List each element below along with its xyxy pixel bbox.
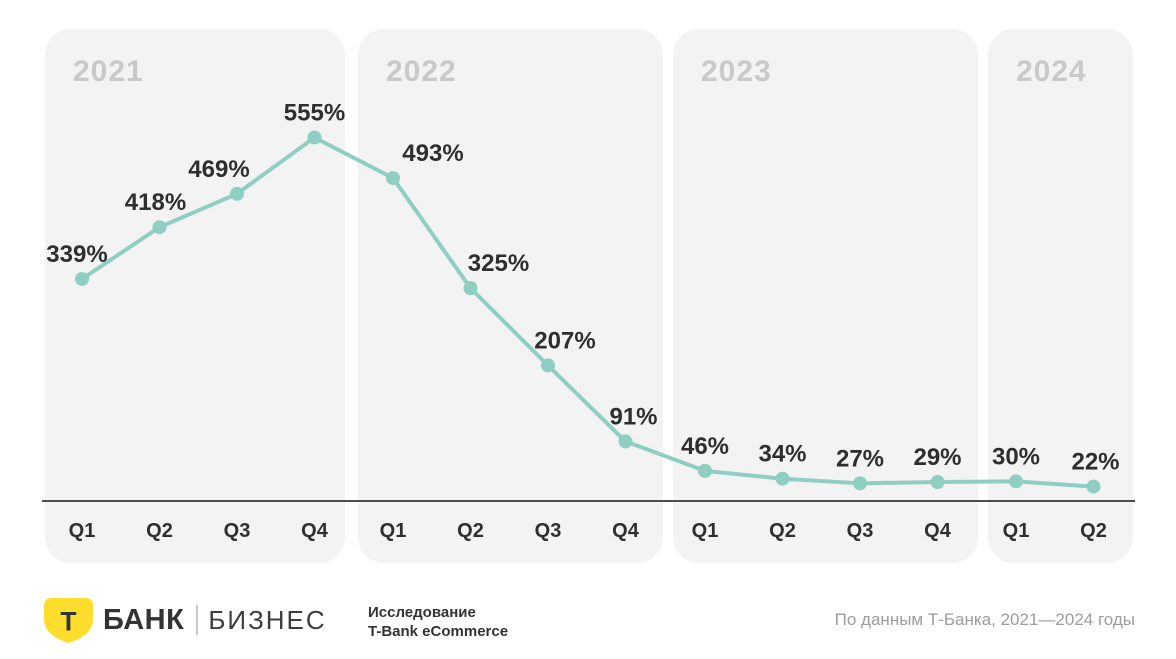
footer: Т БАНК БИЗНЕС Исследование T-Bank eComme…	[0, 575, 1176, 659]
year-label-2023: 2023	[701, 55, 772, 88]
data-line	[80, 135, 1096, 489]
quarter-label: Q2	[146, 520, 173, 542]
tbank-shield-icon: Т	[44, 597, 93, 643]
data-point	[230, 186, 244, 201]
value-label: 22%	[1071, 449, 1119, 476]
quarter-label: Q2	[457, 520, 484, 542]
logo-t-letter: Т	[60, 606, 76, 636]
data-point	[75, 271, 89, 286]
data-point	[1009, 474, 1023, 489]
year-label-2021: 2021	[73, 55, 144, 88]
tbank-business-logo: Т БАНК БИЗНЕС	[44, 597, 327, 643]
quarter-label: Q3	[847, 520, 874, 542]
data-point	[541, 358, 555, 373]
value-label: 555%	[284, 99, 345, 126]
data-point	[463, 281, 478, 296]
year-panel-2021	[45, 29, 345, 563]
value-label: 46%	[681, 433, 729, 460]
value-label: 207%	[534, 327, 595, 354]
research-caption-line2: T-Bank eCommerce	[368, 623, 509, 640]
value-label: 339%	[46, 241, 107, 268]
shield-shape	[44, 597, 93, 643]
value-label: 34%	[758, 441, 806, 468]
value-label: 91%	[609, 403, 657, 430]
value-label: 418%	[125, 189, 186, 216]
data-point	[618, 434, 633, 449]
value-label: 27%	[836, 445, 884, 472]
quarterly-growth-chart: 2021 2022 2023 2024 339% Q1 418% Q2 469% Q3 555% Q4…	[42, 29, 1135, 563]
quarter-label: Q2	[769, 520, 796, 542]
year-panel-2023	[673, 29, 978, 563]
quarter-label: Q1	[380, 520, 407, 542]
data-point	[386, 171, 400, 186]
year-label-2022: 2022	[386, 55, 457, 88]
quarter-label: Q4	[612, 520, 640, 542]
quarter-label: Q4	[924, 520, 952, 542]
data-point	[1086, 479, 1101, 494]
value-label: 30%	[992, 443, 1040, 470]
year-label-2024: 2024	[1016, 55, 1087, 88]
quarter-label: Q3	[224, 520, 251, 542]
data-point	[698, 463, 712, 478]
quarter-label: Q4	[301, 520, 329, 542]
value-label: 325%	[468, 250, 529, 277]
data-point	[775, 471, 790, 486]
year-panel-2022	[358, 29, 663, 563]
data-point	[853, 476, 867, 491]
quarter-label: Q1	[692, 520, 719, 542]
data-point	[307, 130, 322, 145]
value-label: 29%	[913, 444, 961, 471]
logo-bank-text: БАНК	[103, 603, 185, 636]
research-caption: Исследование T-Bank eCommerce	[368, 603, 508, 641]
quarter-label: Q1	[69, 520, 96, 542]
data-point	[930, 475, 945, 490]
logo-divider	[196, 605, 199, 635]
value-label: 469%	[188, 156, 249, 183]
value-label: 493%	[402, 140, 463, 167]
year-panel-2024	[988, 29, 1133, 563]
logo-division-text: БИЗНЕС	[208, 604, 327, 635]
quarter-label: Q1	[1003, 520, 1030, 542]
research-caption-line1: Исследование	[368, 604, 476, 621]
data-point	[152, 220, 167, 235]
quarter-label: Q2	[1080, 520, 1107, 542]
source-note: По данным Т-Банка, 2021—2024 годы	[834, 610, 1135, 629]
quarter-label: Q3	[535, 520, 562, 542]
